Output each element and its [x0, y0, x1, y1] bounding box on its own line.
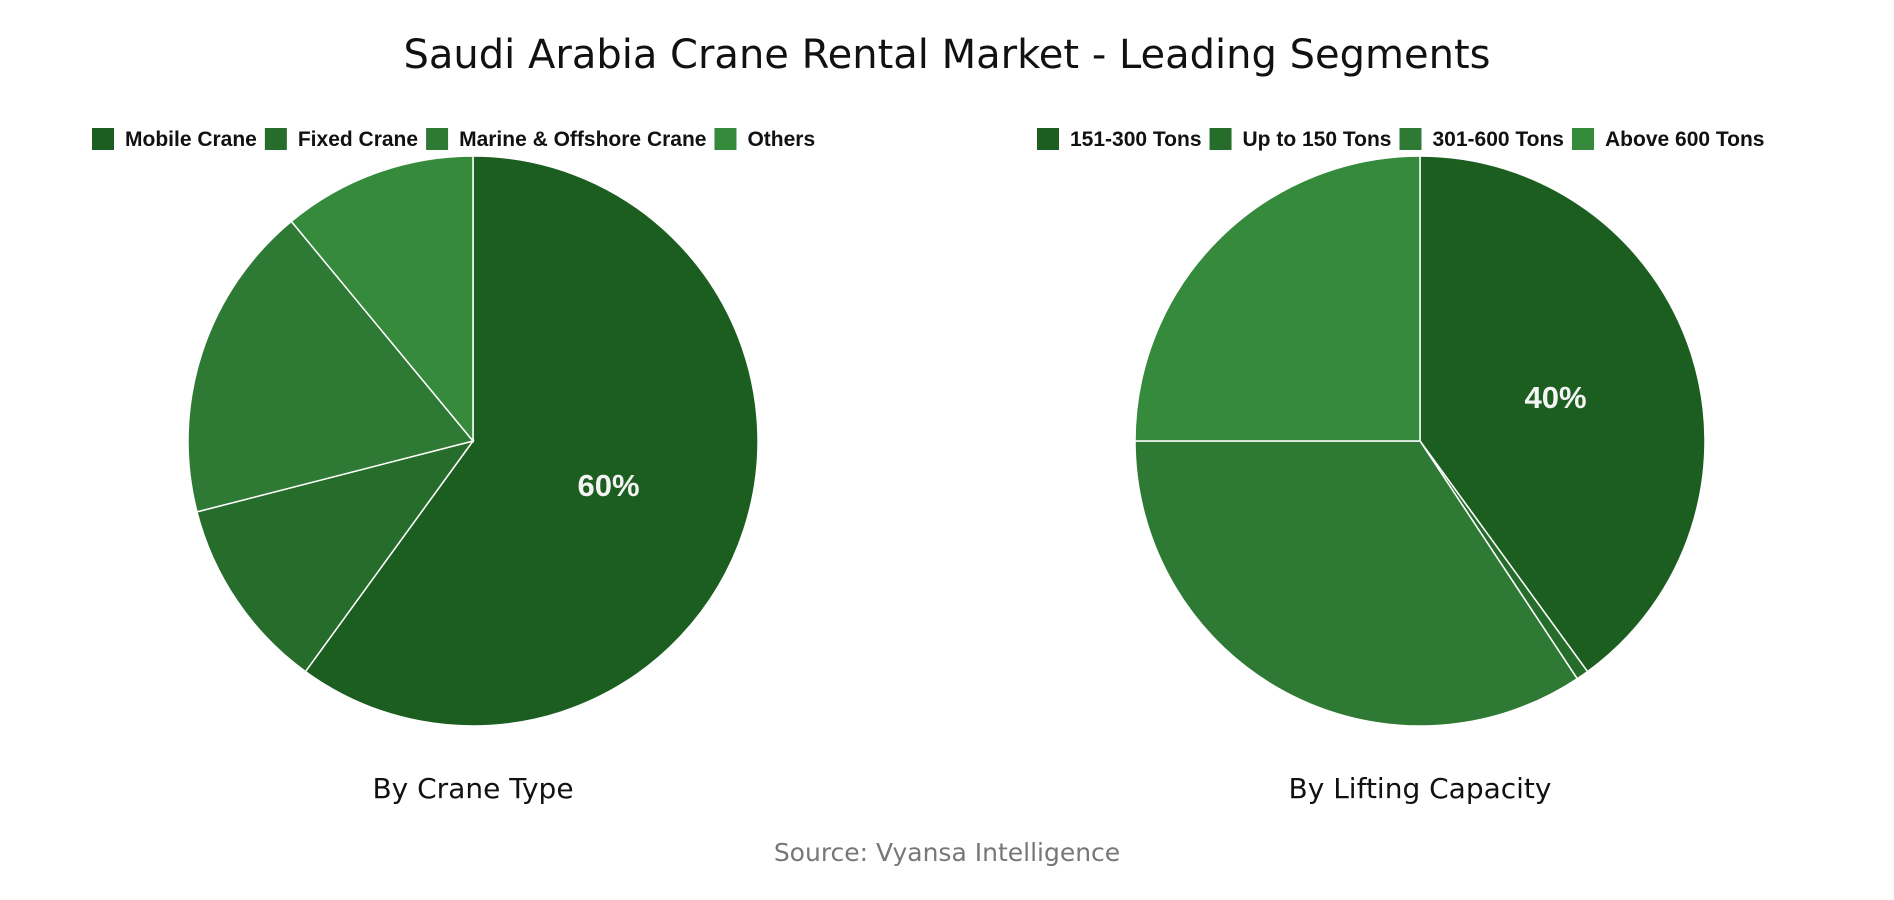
pie-lifting-capacity-title: By Lifting Capacity — [1289, 772, 1552, 805]
legend-item-mobile-crane: Mobile Crane — [125, 128, 257, 151]
legend-swatch-mobile-crane — [92, 128, 114, 150]
legend-swatch-fixed-crane — [264, 128, 287, 150]
pie-slice-151-300-tons — [1419, 155, 1706, 673]
source-note: Source: Vyansa Intelligence — [774, 838, 1120, 867]
legend-item-up-to-150-tons: Up to 150 Tons — [1243, 128, 1392, 151]
pie-crane-type: 60% Mobile Crane Fixed Crane Marine & Offsh… — [92, 128, 815, 727]
pie-slice-marine-offshore-crane — [187, 220, 475, 513]
pie-slice-above-600-tons — [1134, 155, 1421, 442]
legend-swatch-marine-offshore-crane — [426, 128, 449, 150]
legend-item-301-600-tons: 301-600 Tons — [1432, 128, 1564, 151]
pie-lifting-capacity: 40% 151-300 Tons Up to 150 Tons 301-600 Ton… — [1037, 128, 1765, 727]
chart-title: Saudi Arabia Crane Rental Market - Leadi… — [404, 32, 1491, 78]
data-label-151-300-tons: 40% — [1525, 380, 1587, 415]
legend-item-151-300-tons: 151-300 Tons — [1070, 128, 1202, 151]
pie-slice-fixed-crane — [196, 439, 475, 673]
data-label-mobile-crane: 60% — [578, 468, 640, 503]
legend-item-fixed-crane: Fixed Crane — [298, 128, 418, 151]
legend-swatch-up-to-150-tons — [1209, 128, 1232, 150]
pie-crane-type-title: By Crane Type — [372, 772, 573, 805]
legend-swatch-301-600-tons — [1399, 128, 1422, 150]
pie-slice-others — [290, 155, 474, 444]
legend-item-above-600-tons: Above 600 Tons — [1605, 128, 1765, 151]
legend-swatch-others — [714, 128, 737, 150]
legend-swatch-above-600-tons — [1572, 128, 1594, 150]
legend-swatch-151-300-tons — [1037, 128, 1059, 150]
legend-item-marine-offshore-crane: Marine & Offshore Crane — [459, 128, 706, 151]
legend-item-others: Others — [747, 128, 815, 151]
pie-slice-301-600-tons — [1134, 440, 1579, 727]
pie-slice-mobile-crane — [304, 155, 759, 727]
